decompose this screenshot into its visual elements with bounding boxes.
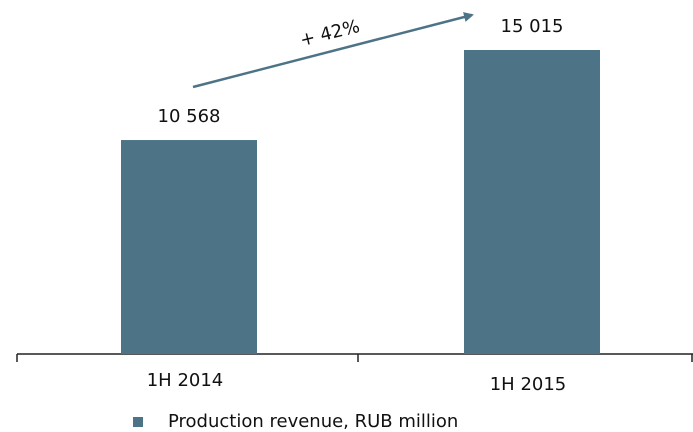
x-tick-label: 1H 2015 xyxy=(490,374,567,395)
legend-label: Production revenue, RUB million xyxy=(168,411,458,432)
value-label: 15 015 xyxy=(501,16,564,37)
value-label: 10 568 xyxy=(158,106,221,127)
x-tick-label: 1H 2014 xyxy=(147,370,224,391)
bar xyxy=(464,50,600,354)
category-axis xyxy=(16,353,693,362)
legend-swatch xyxy=(133,417,143,427)
bar xyxy=(121,140,257,354)
growth-arrow xyxy=(192,12,474,89)
